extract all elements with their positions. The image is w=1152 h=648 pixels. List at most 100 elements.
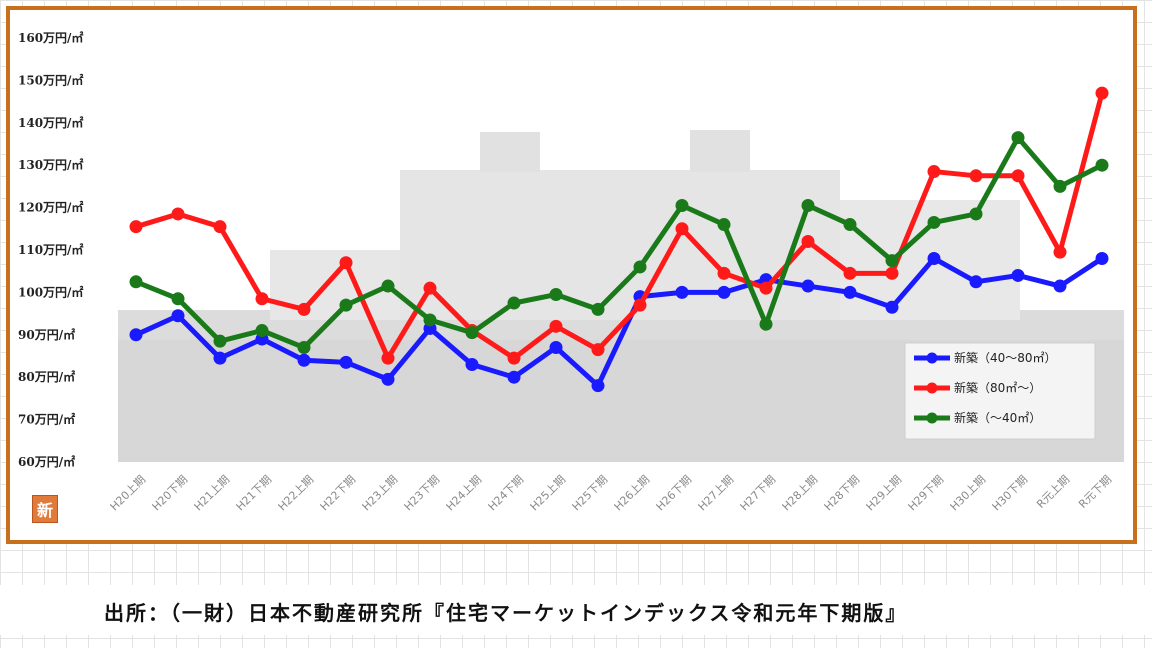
data-point [297, 341, 311, 355]
data-point [969, 207, 983, 221]
data-point [465, 357, 479, 371]
legend-swatch-marker [926, 412, 938, 424]
series-line [133, 90, 1105, 361]
data-point [843, 285, 857, 299]
y-tick-label: 100万円/㎡ [18, 284, 83, 299]
data-point [843, 218, 857, 232]
data-point [381, 372, 395, 386]
data-point [507, 296, 521, 310]
data-point [129, 275, 143, 289]
data-point [171, 207, 185, 221]
data-point [549, 319, 563, 333]
x-tick-label: H27上期 [696, 473, 737, 514]
data-point [591, 379, 605, 393]
x-tick-label: H29上期 [864, 473, 905, 514]
y-axis: 60万円/㎡ 70万円/㎡ 80万円/㎡ 90万円/㎡ 100万円/㎡ 110万円/㎡ 12… [18, 30, 83, 469]
data-point [675, 198, 689, 212]
x-tick-label: H30下期 [990, 473, 1031, 514]
data-point [717, 266, 731, 280]
data-point [507, 370, 521, 384]
legend-swatch-marker [926, 352, 938, 364]
data-point [969, 275, 983, 289]
x-tick-label: H21上期 [192, 473, 233, 514]
x-tick-label: H23上期 [360, 473, 401, 514]
source-note-area [0, 585, 1152, 635]
data-point [129, 328, 143, 342]
new-badge: 新 [32, 495, 58, 523]
data-point [675, 285, 689, 299]
series-line [133, 135, 1105, 351]
y-tick-label: 140万円/㎡ [18, 115, 83, 130]
chart-frame: 60万円/㎡ 70万円/㎡ 80万円/㎡ 90万円/㎡ 100万円/㎡ 110万円/㎡ 12… [6, 6, 1137, 544]
data-point [507, 351, 521, 365]
data-point [717, 218, 731, 232]
data-point [255, 292, 269, 306]
x-tick-label: H26上期 [612, 473, 653, 514]
data-point [843, 266, 857, 280]
x-tick-label: H25下期 [570, 473, 611, 514]
x-tick-label: H20上期 [108, 473, 149, 514]
data-point [339, 298, 353, 312]
data-point [465, 326, 479, 340]
legend-label: 新築（40～80㎡） [954, 350, 1057, 365]
data-point [927, 165, 941, 179]
data-point [885, 300, 899, 314]
data-point [1095, 86, 1109, 100]
data-point [255, 324, 269, 338]
x-tick-label: H28上期 [780, 473, 821, 514]
x-tick-label: H21下期 [234, 473, 275, 514]
x-tick-label: H30上期 [948, 473, 989, 514]
x-tick-label: H22下期 [318, 473, 359, 514]
data-point [339, 355, 353, 369]
data-point [801, 198, 815, 212]
x-tick-label: H26下期 [654, 473, 695, 514]
data-point [633, 260, 647, 274]
data-point [129, 220, 143, 234]
data-point [423, 281, 437, 295]
data-point [1053, 245, 1067, 259]
data-point [1011, 131, 1025, 145]
data-point [423, 313, 437, 327]
x-tick-label: H29下期 [906, 473, 947, 514]
x-tick-label: H23下期 [402, 473, 443, 514]
x-tick-label: H25上期 [528, 473, 569, 514]
data-point [885, 266, 899, 280]
data-point [1011, 268, 1025, 282]
legend-label: 新築（80㎡～） [954, 380, 1041, 395]
series-group [129, 86, 1109, 393]
data-point [1095, 251, 1109, 265]
y-tick-label: 130万円/㎡ [18, 157, 83, 172]
x-tick-label: H24下期 [486, 473, 527, 514]
data-point [213, 351, 227, 365]
data-point [297, 302, 311, 316]
data-point [171, 292, 185, 306]
data-point [591, 343, 605, 357]
data-point [297, 353, 311, 367]
data-point [969, 169, 983, 183]
data-point [171, 309, 185, 323]
x-tick-label: H22上期 [276, 473, 317, 514]
series-line [133, 255, 1105, 389]
data-point [381, 279, 395, 293]
legend-label: 新築（～40㎡） [954, 410, 1041, 425]
data-point [1095, 158, 1109, 172]
data-point [675, 222, 689, 236]
data-point [549, 288, 563, 302]
y-tick-label: 60万円/㎡ [18, 454, 75, 469]
legend-swatch-marker [926, 382, 938, 394]
data-point [801, 279, 815, 293]
data-point [885, 254, 899, 268]
data-point [549, 341, 563, 355]
y-tick-label: 150万円/㎡ [18, 72, 83, 87]
x-tick-label: H27下期 [738, 473, 779, 514]
x-tick-label: H24上期 [444, 473, 485, 514]
x-axis: H20上期 H20下期 H21上期 H21下期 H22上期 H22下期 H23上期 H23下期… [108, 473, 1115, 514]
data-point [759, 317, 773, 331]
data-point [1011, 169, 1025, 183]
data-point [213, 334, 227, 348]
y-tick-label: 70万円/㎡ [18, 412, 75, 427]
x-tick-label: H20下期 [150, 473, 191, 514]
x-tick-label: R元上期 [1034, 473, 1072, 511]
y-tick-label: 90万円/㎡ [18, 327, 75, 342]
y-tick-label: 80万円/㎡ [18, 369, 75, 384]
